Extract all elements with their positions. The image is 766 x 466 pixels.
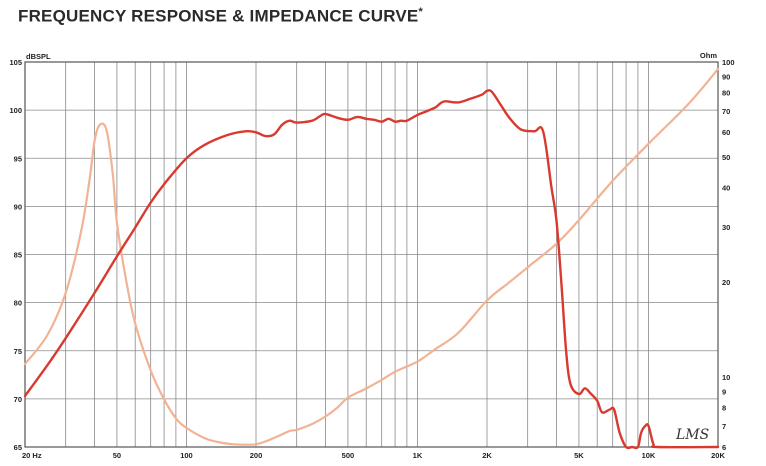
x-tick-label: 20K — [711, 451, 725, 460]
chart-title: FREQUENCY RESPONSE & IMPEDANCE CURVE* — [18, 6, 423, 26]
y-left-tick-label: 80 — [14, 299, 22, 308]
x-tick-label: 500 — [342, 451, 355, 460]
x-tick-label: 50 — [113, 451, 121, 460]
x-tick-label: 2K — [482, 451, 492, 460]
title-footnote-mark: * — [418, 6, 423, 18]
impedance-curve — [23, 67, 720, 446]
y-left-tick-label: 100 — [9, 106, 22, 115]
y-right-tick-label: 6 — [722, 443, 726, 452]
y-left-axis-label: dBSPL — [26, 52, 51, 61]
y-left-tick-label: 90 — [14, 202, 22, 211]
watermark-lms: LMS — [675, 427, 709, 443]
y-right-axis-label: Ohm — [700, 51, 717, 60]
plot-frame — [24, 61, 719, 448]
y-right-tick-label: 9 — [722, 388, 726, 397]
x-tick-label: 20 Hz — [22, 451, 42, 460]
y-right-tick-label: 8 — [722, 404, 726, 413]
axis-ticks: 65 70 75 80 85 90 95 100 105 6 7 8 9 10 20 30 40 50 60 70 80… — [9, 51, 734, 460]
y-right-tick-label: 30 — [722, 223, 730, 232]
x-tick-label: 100 — [180, 451, 193, 460]
x-tick-label: 1K — [413, 451, 423, 460]
y-left-tick-label: 75 — [14, 347, 22, 356]
y-right-tick-label: 80 — [722, 89, 730, 98]
y-left-tick-label: 70 — [14, 395, 22, 404]
y-right-tick-label: 100 — [722, 58, 735, 67]
y-right-tick-label: 20 — [722, 278, 730, 287]
y-left-tick-label: 85 — [14, 251, 22, 260]
y-right-tick-label: 70 — [722, 107, 730, 116]
y-right-tick-label: 50 — [722, 153, 730, 162]
y-right-tick-label: 60 — [722, 128, 730, 137]
y-left-tick-label: 105 — [9, 58, 22, 67]
spl-response-curve — [23, 89, 720, 450]
y-right-tick-label: 10 — [722, 373, 730, 382]
x-tick-label: 10K — [642, 451, 656, 460]
y-right-tick-label: 90 — [722, 72, 730, 81]
y-right-tick-label: 7 — [722, 422, 726, 431]
x-tick-label: 5K — [574, 451, 584, 460]
y-left-tick-label: 65 — [14, 443, 22, 452]
y-right-tick-label: 40 — [722, 183, 730, 192]
y-left-tick-label: 95 — [14, 154, 22, 163]
x-tick-label: 200 — [250, 451, 263, 460]
chart-curves — [23, 67, 720, 450]
chart-grid — [24, 61, 719, 448]
